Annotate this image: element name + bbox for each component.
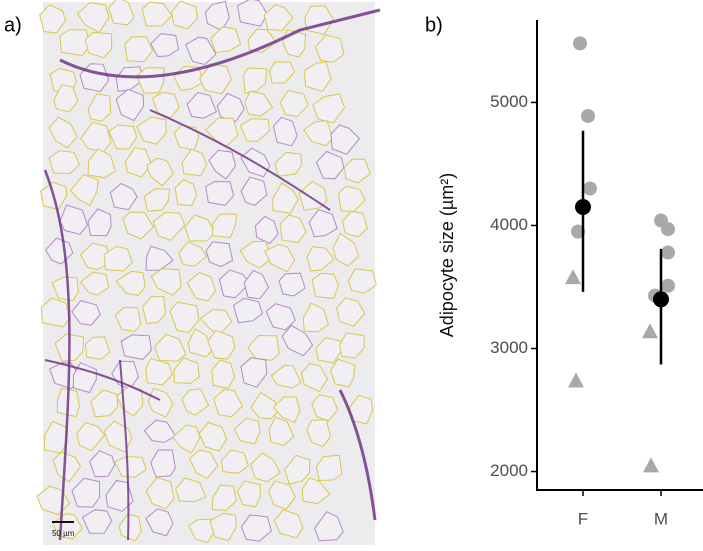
point-circle [661,279,675,293]
point-circle [583,182,597,196]
mean-point [653,291,669,307]
panel-label: b) [425,14,443,36]
point-circle [573,36,587,50]
point-triangle [643,457,659,472]
y-axis-title: Adipocyte size (µm²) [437,173,457,337]
point-triangle [642,323,658,338]
adipocyte [312,273,338,298]
figure: a) b) 50 µm Adipocyte size (µm²) 2000 300… [0,0,703,546]
scale-bar [52,521,74,523]
y-tick-label: 3000 [490,338,528,357]
x-tick-label: F [578,509,588,528]
point-triangle [568,372,584,387]
mean-point [575,199,591,215]
point-triangle [565,269,581,284]
adipocyte [121,335,151,360]
point-circle [661,246,675,260]
scale-bar-label: 50 µm [52,529,75,538]
point-circle [661,222,675,236]
histology-image [37,0,380,545]
x-tick-label: M [654,509,668,528]
point-circle [581,109,595,123]
panel-label: a) [4,14,22,36]
y-tick-label: 4000 [490,215,528,234]
y-tick-label: 2000 [490,461,528,480]
y-tick-label: 5000 [490,92,528,111]
